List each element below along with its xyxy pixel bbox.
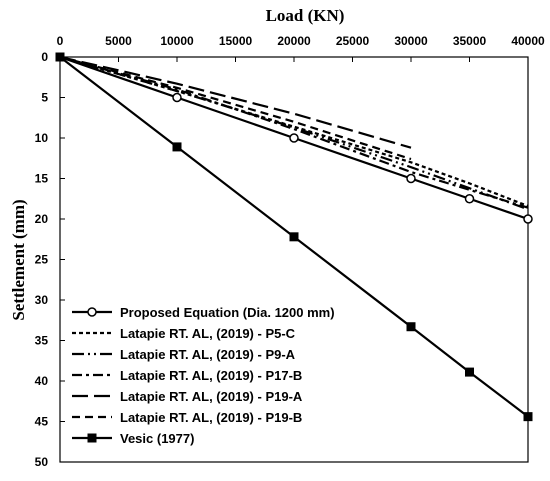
legend: Proposed Equation (Dia. 1200 mm) Latapie … (72, 305, 335, 446)
series-point-6 (55, 52, 65, 62)
x-tick-label: 30000 (394, 34, 428, 48)
legend-label-4: Latapie RT. AL, (2019) - P19-A (120, 389, 303, 404)
y-tick-label: 25 (35, 253, 49, 267)
legend-marker-6 (87, 433, 97, 443)
series-line-3 (59, 55, 529, 209)
x-tick-label: 20000 (277, 34, 311, 48)
legend-label-6: Vesic (1977) (120, 431, 194, 446)
series-point-6 (465, 367, 474, 377)
x-tick-label: 10000 (160, 34, 194, 48)
y-tick-label: 45 (35, 415, 49, 429)
x-tick-label: 40000 (511, 34, 545, 48)
y-tick-label: 5 (41, 91, 48, 105)
series-line-2 (59, 55, 529, 211)
series-point-0 (523, 214, 533, 224)
series-point-6 (289, 232, 299, 242)
series-line-6 (59, 56, 529, 418)
y-tick-label: 40 (35, 374, 49, 388)
x-tick-label: 35000 (453, 34, 487, 48)
y-axis-ticks: 0 5 10 15 20 25 30 35 40 45 50 (35, 50, 65, 469)
series-point-6 (406, 322, 416, 332)
legend-label-5: Latapie RT. AL, (2019) - P19-B (120, 410, 302, 425)
x-tick-label: 25000 (336, 34, 370, 48)
x-tick-label: 5000 (105, 34, 132, 48)
series-point-0 (289, 133, 299, 143)
series-point-0 (464, 194, 475, 204)
y-tick-label: 0 (41, 50, 48, 64)
y-tick-label: 20 (35, 212, 49, 226)
series-point-6 (523, 412, 533, 422)
y-tick-label: 35 (35, 334, 49, 348)
y-tick-label: 50 (35, 455, 49, 469)
series-point-0 (172, 92, 182, 103)
legend-label-2: Latapie RT. AL, (2019) - P9-A (120, 347, 296, 362)
legend-marker-0 (87, 307, 97, 317)
x-tick-label: 0 (57, 34, 64, 48)
series-point-0 (406, 173, 416, 184)
y-tick-label: 10 (35, 131, 49, 145)
series-line-1 (59, 55, 529, 208)
legend-label-0: Proposed Equation (Dia. 1200 mm) (120, 305, 335, 320)
series-layer (55, 52, 533, 422)
series-line-4 (59, 55, 412, 149)
x-axis-title: Load (KN) (266, 6, 345, 25)
y-tick-label: 15 (35, 172, 49, 186)
legend-label-1: Latapie RT. AL, (2019) - P5-C (120, 326, 296, 341)
y-tick-label: 30 (35, 293, 49, 307)
series-point-6 (172, 142, 182, 152)
x-axis-ticks: 0 5000 10000 15000 20000 25000 30000 35000 40000 (57, 34, 545, 62)
x-tick-label: 15000 (219, 34, 253, 48)
series-line-5 (59, 55, 412, 161)
series-line-0 (59, 55, 529, 221)
legend-label-3: Latapie RT. AL, (2019) - P17-B (120, 368, 302, 383)
y-axis-title: Settlement (mm) (9, 199, 28, 320)
